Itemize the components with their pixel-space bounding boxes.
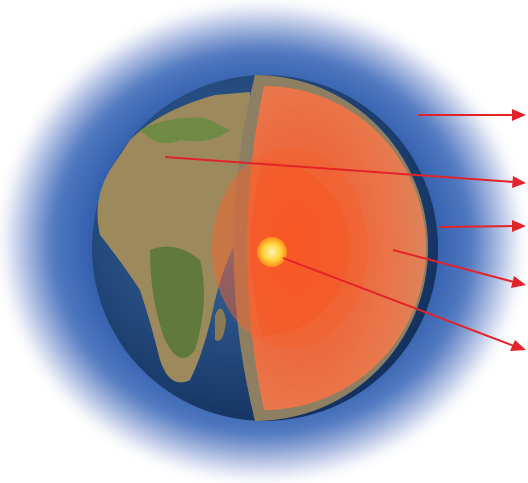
outer-core-glow <box>212 148 368 348</box>
inner-core <box>257 237 287 267</box>
arrows <box>164 109 526 351</box>
continents <box>97 92 251 383</box>
